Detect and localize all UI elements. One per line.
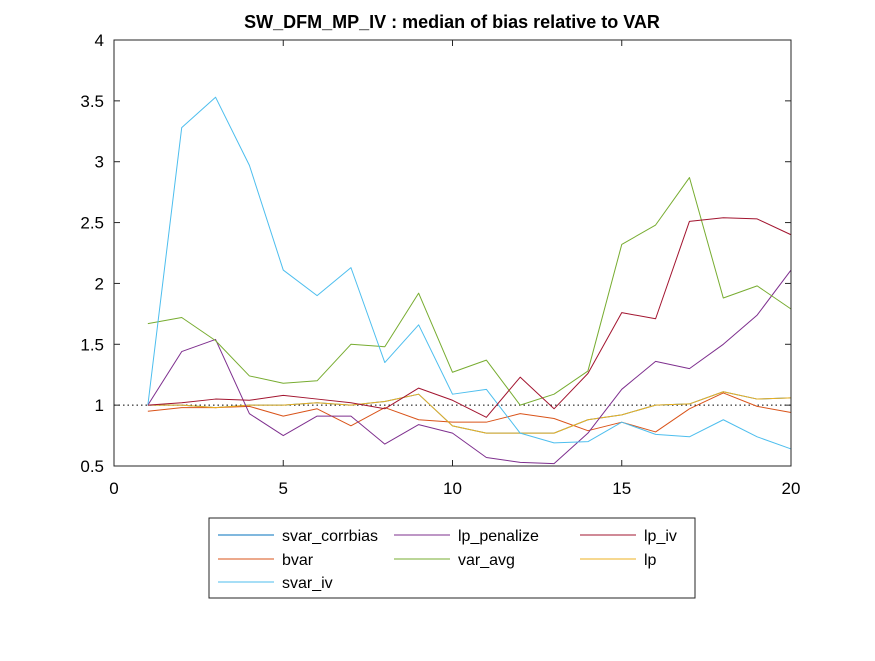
series-line-lp: [147, 391, 792, 434]
series-line-lp_penalize: [147, 269, 792, 465]
legend-label-svar_iv: svar_iv: [282, 575, 333, 592]
legend-label-lp_penalize: lp_penalize: [458, 528, 539, 545]
x-tick-label: 5: [279, 479, 288, 498]
series-line-svar_iv: [147, 96, 792, 450]
axis-ticks: 0 5 10 15 20 0.5 1 1.5 2 2.5 3 3.5 4: [80, 31, 800, 498]
y-tick-label: 0.5: [80, 457, 104, 476]
chart-title: SW_DFM_MP_IV : median of bias relative t…: [244, 12, 660, 32]
legend-label-lp_iv: lp_iv: [644, 528, 677, 545]
series-line-bvar: [147, 392, 792, 433]
y-tick-label: 3.5: [80, 92, 104, 111]
y-tick-label: 2: [95, 274, 104, 293]
y-tick-label: 3: [95, 153, 104, 172]
legend-label-lp: lp: [644, 552, 657, 569]
x-tick-label: 15: [612, 479, 631, 498]
x-tick-label: 10: [443, 479, 462, 498]
chart-marks: [114, 96, 792, 465]
legend-label-svar_corrbias: svar_corrbias: [282, 528, 378, 545]
y-tick-label: 1: [95, 396, 104, 415]
y-tick-label: 4: [95, 31, 104, 50]
legend-box: [208, 517, 696, 599]
legend-label-bvar: bvar: [282, 552, 314, 569]
x-tick-label: 0: [109, 479, 118, 498]
legend-label-var_avg: var_avg: [458, 552, 515, 569]
y-tick-label: 1.5: [80, 335, 104, 354]
series-line-var_avg: [147, 177, 792, 406]
x-tick-label: 20: [782, 479, 801, 498]
y-tick-label: 2.5: [80, 214, 104, 233]
plot-area: [114, 40, 791, 466]
series-line-lp_iv: [147, 217, 792, 418]
